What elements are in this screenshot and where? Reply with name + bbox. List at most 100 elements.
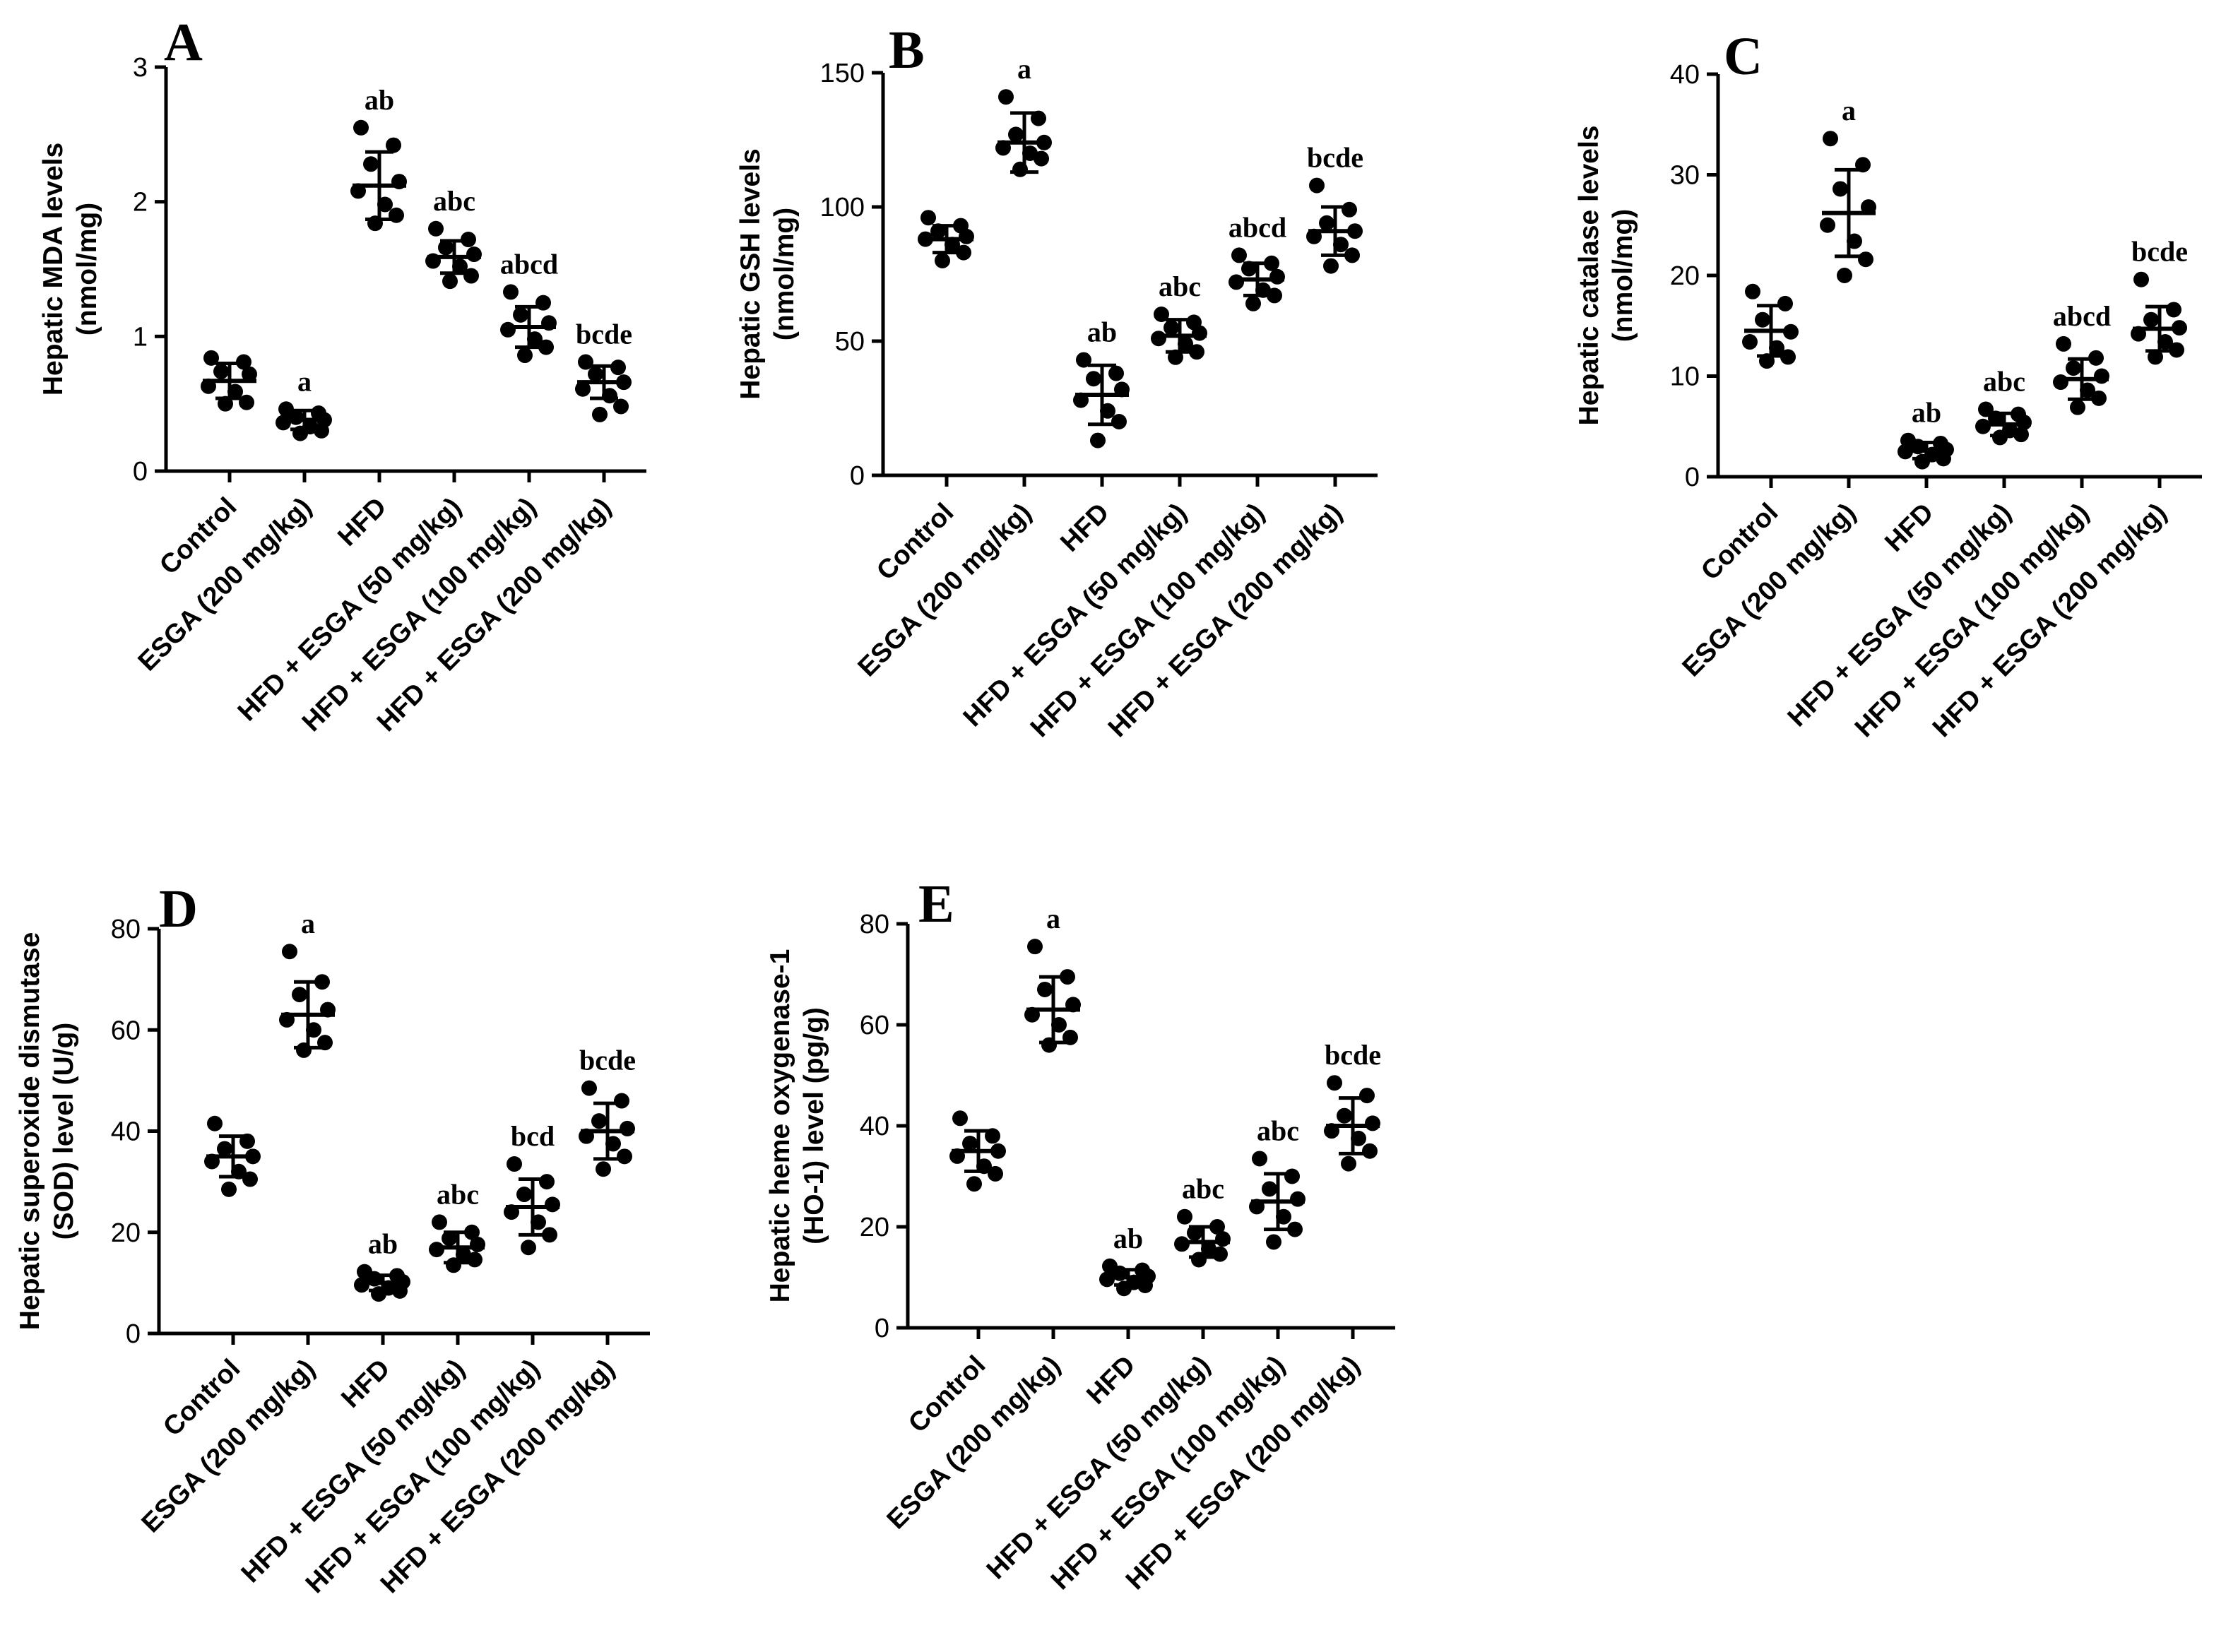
y-tick-label: 80 bbox=[860, 910, 889, 939]
significance-label: a bbox=[1842, 95, 1856, 126]
significance-label: abc bbox=[437, 1178, 479, 1210]
data-point bbox=[1742, 334, 1758, 350]
data-point bbox=[998, 89, 1014, 105]
significance-label: abcd bbox=[500, 248, 558, 280]
y-axis-title-line: (nmol/mg) bbox=[72, 203, 102, 335]
data-point bbox=[614, 1093, 629, 1109]
data-point bbox=[1108, 365, 1124, 381]
y-axis-title-line: (nmol/mg) bbox=[1608, 209, 1638, 342]
data-point bbox=[1164, 320, 1179, 335]
data-point bbox=[1342, 201, 1357, 218]
data-point bbox=[467, 1252, 482, 1268]
data-point bbox=[538, 339, 554, 355]
data-point bbox=[470, 1236, 485, 1252]
data-point bbox=[1290, 1191, 1306, 1207]
data-point bbox=[966, 1176, 982, 1192]
y-tick-label: 0 bbox=[850, 461, 865, 491]
significance-label: abc bbox=[1983, 366, 2025, 398]
y-tick-label: 50 bbox=[835, 327, 865, 357]
data-point bbox=[516, 1187, 532, 1203]
y-tick-label: 0 bbox=[133, 457, 148, 487]
panel-D: 0 20 40 60 80 Hepatic superoxide dismutase (SO… bbox=[15, 879, 650, 1599]
data-point bbox=[207, 1115, 223, 1131]
data-point bbox=[1309, 177, 1325, 194]
data-point bbox=[203, 350, 219, 366]
data-point bbox=[2169, 342, 2184, 358]
data-point bbox=[1090, 432, 1106, 448]
data-point bbox=[920, 210, 936, 226]
significance-label: a bbox=[1046, 903, 1060, 934]
y-tick-label: 60 bbox=[860, 1011, 889, 1040]
y-axis-title: Hepatic GSH levels (nmol/mg) bbox=[735, 148, 800, 400]
panel-letter: E bbox=[918, 874, 954, 934]
data-point bbox=[314, 422, 329, 439]
data-point bbox=[1327, 1075, 1342, 1091]
data-point bbox=[1362, 1143, 1378, 1159]
panel-letter: A bbox=[164, 13, 203, 72]
data-point bbox=[1177, 1208, 1192, 1225]
panel-letter: C bbox=[1724, 27, 1763, 86]
significance-label: ab bbox=[1113, 1223, 1143, 1254]
y-axis-title-line: Hepatic heme oxygenase-1 bbox=[765, 949, 795, 1303]
data-point bbox=[521, 1240, 536, 1256]
y-tick-label: 30 bbox=[1670, 161, 1700, 191]
data-point bbox=[392, 1283, 408, 1299]
panel-E: 0 20 40 60 80 Hepatic heme oxygenase-1 (HO-1) … bbox=[765, 874, 1395, 1595]
data-point bbox=[1861, 199, 1876, 215]
y-tick-label: 100 bbox=[820, 193, 865, 222]
data-point bbox=[1262, 1181, 1277, 1197]
data-point bbox=[2094, 368, 2109, 384]
y-tick-label: 20 bbox=[1670, 261, 1700, 291]
data-point bbox=[1777, 295, 1793, 311]
data-point bbox=[578, 354, 593, 370]
significance-label: abc bbox=[1159, 271, 1201, 302]
data-point bbox=[1745, 283, 1760, 299]
significance-label: abcd bbox=[1228, 211, 1286, 243]
data-point bbox=[545, 1196, 560, 1213]
data-point bbox=[2143, 311, 2159, 328]
y-axis-title-line: (HO-1) level (pg/g) bbox=[799, 1007, 829, 1244]
data-point bbox=[1755, 311, 1770, 328]
data-point bbox=[276, 415, 291, 431]
data-point bbox=[959, 228, 974, 244]
y-tick-label: 0 bbox=[126, 1319, 141, 1349]
y-tick-label: 60 bbox=[111, 1016, 141, 1045]
data-point bbox=[2056, 335, 2071, 352]
x-tick-label: HFD bbox=[1081, 1350, 1141, 1410]
x-tick-label: HFD bbox=[336, 1354, 396, 1414]
data-point bbox=[1858, 251, 1873, 268]
data-point bbox=[1323, 258, 1339, 274]
data-point bbox=[1266, 1234, 1281, 1250]
significance-label: ab bbox=[368, 1228, 398, 1260]
data-point bbox=[539, 1174, 555, 1190]
significance-label: bcde bbox=[1307, 142, 1363, 174]
data-point bbox=[1215, 1231, 1231, 1247]
y-tick-label: 2 bbox=[133, 188, 148, 218]
data-point bbox=[1267, 287, 1282, 304]
data-point bbox=[2053, 374, 2068, 391]
x-tick-label: HFD bbox=[332, 492, 392, 552]
data-point bbox=[1228, 274, 1244, 290]
data-point bbox=[1820, 217, 1835, 233]
y-tick-label: 10 bbox=[1670, 362, 1700, 392]
significance-label: abcd bbox=[2053, 300, 2111, 332]
data-point bbox=[386, 137, 401, 153]
data-point bbox=[1034, 150, 1049, 167]
data-point bbox=[1284, 1168, 1300, 1184]
data-point bbox=[466, 246, 482, 263]
data-point bbox=[1252, 1151, 1267, 1167]
y-axis-title: Hepatic superoxide dismutase (SOD) level … bbox=[15, 932, 79, 1331]
data-point bbox=[2070, 399, 2085, 415]
significance-label: ab bbox=[1912, 397, 1941, 429]
panel-C: 0 10 20 30 40 Hepatic catalase levels (nmol/mg… bbox=[1574, 27, 2202, 743]
data-point bbox=[438, 239, 454, 256]
data-point bbox=[591, 1113, 607, 1129]
y-tick-label: 1 bbox=[133, 322, 148, 352]
significance-label: abc bbox=[1182, 1173, 1224, 1205]
data-point bbox=[592, 406, 608, 422]
data-point bbox=[503, 284, 519, 300]
data-point bbox=[213, 363, 229, 379]
data-point bbox=[513, 307, 528, 323]
data-point bbox=[575, 381, 591, 397]
